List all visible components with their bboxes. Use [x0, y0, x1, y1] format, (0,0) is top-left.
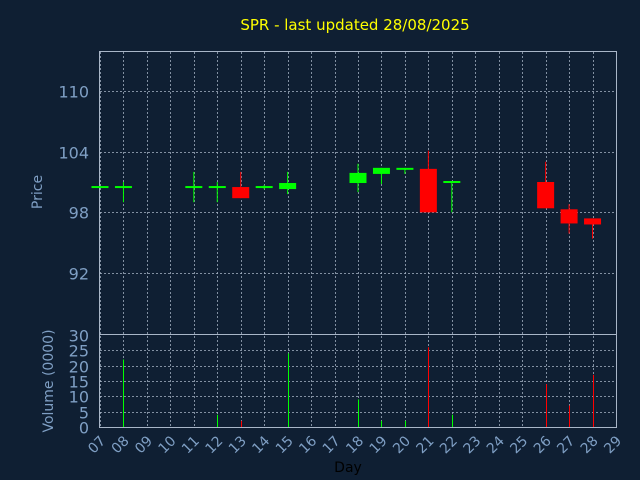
candle-body: [443, 181, 461, 183]
price-tick-label: 98: [69, 204, 89, 223]
chart-title: SPR - last updated 28/08/2025: [240, 16, 469, 34]
candles-layer: [91, 150, 602, 239]
candle-body: [396, 167, 414, 170]
candle-body: [114, 186, 132, 189]
candle-body: [349, 172, 367, 184]
volume-bars-layer: [123, 347, 594, 427]
candle-body: [91, 186, 109, 189]
candle-body: [372, 167, 390, 174]
price-y-ticks: 92 98 104 110: [58, 83, 89, 284]
volume-tick-label: 30: [69, 327, 89, 346]
volume-tick-label: 15: [69, 373, 89, 392]
candle-body: [419, 168, 437, 213]
volume-axis-title: Volume (0000): [41, 329, 57, 432]
volume-tick-label: 25: [69, 342, 89, 361]
price-axis-title: Price: [30, 175, 46, 209]
price-tick-label: 110: [58, 83, 89, 102]
volume-tick-label: 0: [79, 419, 89, 438]
candle-body: [279, 183, 297, 190]
candle-body: [255, 186, 273, 189]
volume-tick-label: 10: [69, 388, 89, 407]
volume-tick-label: 5: [79, 404, 89, 423]
price-tick-label: 92: [69, 265, 89, 284]
candle-body: [185, 186, 203, 189]
candle-body: [584, 218, 602, 225]
x-ticks: 07 08 09 10 11 12 13 14 15 16 17 18 19 20 21 22 23 24 25 26…: [85, 433, 625, 457]
candle-body: [537, 182, 555, 209]
price-tick-label: 104: [58, 144, 89, 163]
volume-tick-label: 20: [69, 358, 89, 377]
candle-body: [208, 186, 226, 189]
x-axis-title: Day: [334, 460, 362, 476]
candle-body: [232, 187, 250, 199]
candle-body: [560, 209, 578, 224]
